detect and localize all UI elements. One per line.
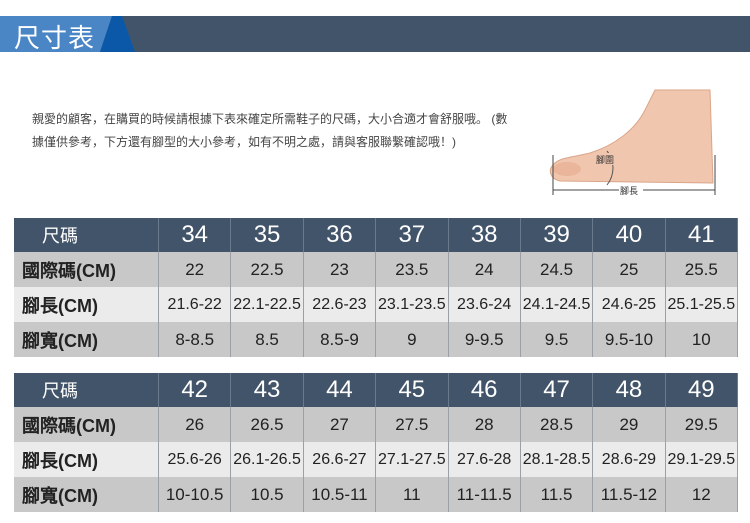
- table-cell: 23.6-24: [448, 287, 521, 322]
- foot-length-row: 腳長(CM) 21.6-22 22.1-22.5 22.6-23 23.1-23.5 23…: [14, 287, 739, 322]
- table-cell: 9.5: [520, 322, 594, 357]
- table-cell: 37: [375, 218, 449, 252]
- size-table-1: 尺碼 34 35 36 37 38 39 40 41 國際碼(CM) 22 22.5 23 23.5 24 2…: [14, 218, 739, 357]
- table-cell: 23: [303, 252, 377, 287]
- table-cell: 9.5-10: [592, 322, 666, 357]
- table-cell: 23.1-23.5: [375, 287, 449, 322]
- table-cell: 27: [303, 407, 377, 442]
- table-cell: 49: [665, 373, 739, 407]
- table-cell: 46: [448, 373, 521, 407]
- table-cell: 11: [375, 477, 449, 512]
- table-cell: 24.6-25: [592, 287, 666, 322]
- table-cell: 26.1-26.5: [230, 442, 304, 477]
- intl-size-row: 國際碼(CM) 22 22.5 23 23.5 24 24.5 25 25.5: [14, 252, 739, 287]
- size-row: 尺碼 34 35 36 37 38 39 40 41: [14, 218, 739, 252]
- table-cell: 10-10.5: [158, 477, 232, 512]
- table-cell: 8-8.5: [158, 322, 232, 357]
- table-cell: 9-9.5: [448, 322, 521, 357]
- table-cell: 28: [448, 407, 521, 442]
- table-cell: 12: [665, 477, 739, 512]
- table-cell: 23.5: [375, 252, 449, 287]
- table-cell: 11.5-12: [592, 477, 666, 512]
- table-cell: 28.6-29: [592, 442, 666, 477]
- table-cell: 11-11.5: [448, 477, 521, 512]
- table-cell: 43: [230, 373, 304, 407]
- table-cell: 24.1-24.5: [520, 287, 594, 322]
- table-cell: 41: [665, 218, 739, 252]
- table-cell: 44: [303, 373, 377, 407]
- table-cell: 10: [665, 322, 739, 357]
- foot-length-label: 腳長: [620, 186, 638, 196]
- table-cell: 9: [375, 322, 449, 357]
- table-cell: 40: [592, 218, 666, 252]
- table-cell: 39: [520, 218, 594, 252]
- table-cell: 22.6-23: [303, 287, 377, 322]
- row-label: 腳寬(CM): [14, 477, 159, 512]
- table-cell: 22.1-22.5: [230, 287, 304, 322]
- table-cell: 45: [375, 373, 449, 407]
- row-label: 國際碼(CM): [14, 252, 159, 287]
- foot-length-row: 腳長(CM) 25.6-26 26.1-26.5 26.6-27 27.1-27.5 27…: [14, 442, 739, 477]
- foot-diagram-icon: 腳圍 腳長: [549, 89, 716, 196]
- foot-girth-label: 腳圍: [596, 155, 614, 165]
- table-cell: 26.6-27: [303, 442, 377, 477]
- table-cell: 47: [520, 373, 594, 407]
- table-cell: 27.6-28: [448, 442, 521, 477]
- table-cell: 22.5: [230, 252, 304, 287]
- table-cell: 34: [158, 218, 232, 252]
- row-label: 腳長(CM): [14, 287, 159, 322]
- row-label: 國際碼(CM): [14, 407, 159, 442]
- table-cell: 25.1-25.5: [665, 287, 739, 322]
- table-cell: 25: [592, 252, 666, 287]
- table-cell: 42: [158, 373, 232, 407]
- table-cell: 27.5: [375, 407, 449, 442]
- table-cell: 26: [158, 407, 232, 442]
- size-row: 尺碼 42 43 44 45 46 47 48 49: [14, 373, 739, 407]
- row-label: 尺碼: [14, 373, 159, 407]
- header-banner: 尺寸表: [0, 16, 750, 54]
- table-cell: 10.5-11: [303, 477, 377, 512]
- row-label: 腳寬(CM): [14, 322, 159, 357]
- table-cell: 21.6-22: [158, 287, 232, 322]
- table-cell: 29.1-29.5: [665, 442, 739, 477]
- table-cell: 10.5: [230, 477, 304, 512]
- table-cell: 26.5: [230, 407, 304, 442]
- table-cell: 28.1-28.5: [520, 442, 594, 477]
- table-cell: 24.5: [520, 252, 594, 287]
- intro-text: 親愛的顧客，在購買的時候請根據下表來確定所需鞋子的尺碼，大小合適才會舒服哦。 (…: [32, 112, 508, 149]
- foot-width-row: 腳寬(CM) 10-10.5 10.5 10.5-11 11 11-11.5 11.5 11.…: [14, 477, 739, 512]
- table-cell: 25.5: [665, 252, 739, 287]
- banner-accent: [0, 16, 135, 52]
- row-label: 腳長(CM): [14, 442, 159, 477]
- table-cell: 25.6-26: [158, 442, 232, 477]
- table-cell: 11.5: [520, 477, 594, 512]
- table-cell: 35: [230, 218, 304, 252]
- table-cell: 29: [592, 407, 666, 442]
- size-table-2: 尺碼 42 43 44 45 46 47 48 49 國際碼(CM) 26 26.5 27 27.5 28 2…: [14, 373, 739, 512]
- table-cell: 38: [448, 218, 521, 252]
- table-cell: 28.5: [520, 407, 594, 442]
- table-cell: 36: [303, 218, 377, 252]
- table-cell: 24: [448, 252, 521, 287]
- table-cell: 48: [592, 373, 666, 407]
- table-cell: 8.5: [230, 322, 304, 357]
- table-cell: 27.1-27.5: [375, 442, 449, 477]
- table-cell: 8.5-9: [303, 322, 377, 357]
- intl-size-row: 國際碼(CM) 26 26.5 27 27.5 28 28.5 29 29.5: [14, 407, 739, 442]
- foot-width-row: 腳寬(CM) 8-8.5 8.5 8.5-9 9 9-9.5 9.5 9.5-10 10: [14, 322, 739, 357]
- table-cell: 29.5: [665, 407, 739, 442]
- table-cell: 22: [158, 252, 232, 287]
- page-title: 尺寸表: [14, 24, 96, 54]
- row-label: 尺碼: [14, 218, 159, 252]
